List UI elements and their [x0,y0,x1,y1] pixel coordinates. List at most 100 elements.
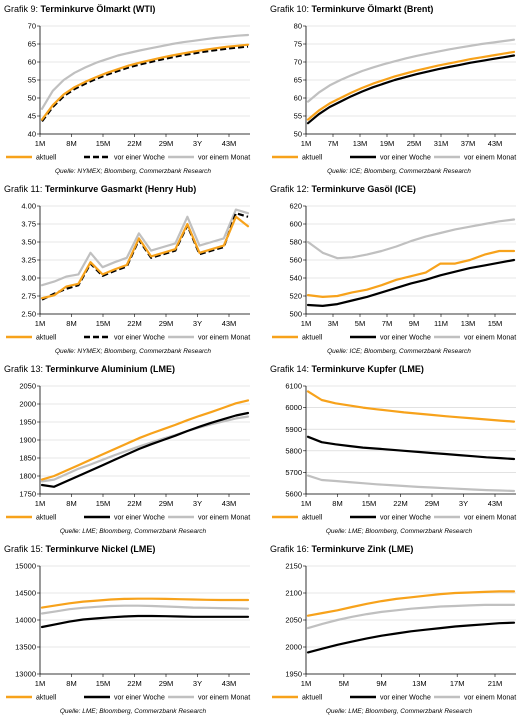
x-tick-label: 15M [96,319,111,328]
series-line-woche [306,258,516,308]
y-tick-label: 620 [289,202,302,211]
series-line-monat [306,603,516,630]
x-tick-label: 8M [332,499,342,508]
y-tick-label: 6000 [285,403,302,412]
chart-title: Grafik 11: Terminkurve Gasmarkt (Henry H… [4,184,196,194]
series-line-woche [306,54,516,125]
series-line-monat [40,415,250,483]
series-line-monat [306,38,516,103]
x-tick-label: 15M [362,499,377,508]
series-line-monat [40,604,250,615]
x-tick-label: 21M [488,679,503,688]
x-tick-label: 8M [66,139,76,148]
y-tick-label: 40 [28,130,36,139]
chart-source: Quelle: ICE; Bloomberg, Commerzbank Rese… [327,168,471,175]
y-tick-label: 3.00 [21,274,36,283]
legend-label-aktuell: aktuell [36,515,57,522]
y-tick-label: 2100 [285,589,302,598]
chart-title-text: Terminkurve Zink (LME) [311,544,414,554]
chart-svg: 2.50 2.75 3.00 3.25 3.50 3.75 4.00 1M 8M 15M 22M 29… [6,202,250,342]
y-tick-label: 520 [289,292,302,301]
x-tick-label: 1M [35,499,45,508]
x-tick-label: 29M [425,499,440,508]
x-tick-label: 15M [96,679,111,688]
legend-label-woche: vor einer Woche [114,155,165,162]
chart-panel-7: Grafik 15: Terminkurve Nickel (LME) 13000… [0,540,266,718]
chart-panel-8: Grafik 16: Terminkurve Zink (LME) 1950 200… [266,540,532,718]
x-tick-label: 13M [461,319,476,328]
chart-svg: 50 55 60 65 70 75 80 1M 7M 13M 19M 25M 31M 37M 43M aktu… [272,22,516,162]
y-tick-label: 1750 [19,490,36,499]
x-tick-label: 8M [66,499,76,508]
legend-label-monat: vor einem Monat [464,695,516,702]
chart-title-text: Terminkurve Aluminium (LME) [45,364,176,374]
chart-title-text: Terminkurve Kupfer (LME) [311,364,424,374]
series-line-woche [306,621,516,654]
legend-label-aktuell: aktuell [302,515,323,522]
x-tick-label: 5M [355,319,365,328]
legend-label-monat: vor einem Monat [464,335,516,342]
legend-label-woche: vor einer Woche [380,155,431,162]
y-tick-label: 3.50 [21,238,36,247]
y-tick-label: 80 [294,22,302,31]
x-tick-label: 3Y [193,679,202,688]
chart-svg: 13000 13500 14000 14500 15000 1M 8M 15M 22M 29M 3Y… [6,562,250,702]
y-tick-label: 70 [28,22,36,31]
x-tick-label: 3Y [193,499,202,508]
legend-label-monat: vor einem Monat [198,155,250,162]
legend-label-aktuell: aktuell [302,695,323,702]
chart-source: Quelle: NYMEX; Bloomberg, Commerzbank Re… [54,348,212,355]
x-tick-label: 17M [450,679,465,688]
chart-source: Quelle: NYMEX; Bloomberg, Commerzbank Re… [54,168,212,175]
chart-title-text: Terminkurve Gasmarkt (Henry Hub) [44,184,197,194]
y-tick-label: 55 [28,76,36,85]
x-tick-label: 43M [222,499,237,508]
series-line-aktuell [40,215,250,300]
y-tick-label: 2000 [19,400,36,409]
x-tick-label: 13M [353,139,368,148]
chart-title: Grafik 10: Terminkurve Ölmarkt (Brent) [270,4,433,14]
chart-number: Grafik 9: [4,4,41,14]
series-line-monat [306,218,516,260]
y-tick-label: 540 [289,274,302,283]
x-tick-label: 1M [35,679,45,688]
series-line-monat [40,33,250,110]
chart-svg: 5600 5700 5800 5900 6000 6100 1M 8M 15M 22M 29M 3Y 4… [272,382,516,522]
chart-title-text: Terminkurve Gasöl (ICE) [311,184,416,194]
series-line-woche [41,45,249,123]
series-line-aktuell [306,50,516,121]
x-tick-label: 43M [488,499,503,508]
chart-panel-1: Grafik 9: Terminkurve Ölmarkt (WTI) 40 45 5… [0,0,266,178]
y-tick-label: 5600 [285,490,302,499]
x-tick-label: 29M [159,319,174,328]
y-tick-label: 1850 [19,454,36,463]
y-tick-label: 13000 [15,670,36,679]
chart-panel-4: Grafik 12: Terminkurve Gasöl (ICE) 500 520… [266,180,532,358]
chart-title: Grafik 12: Terminkurve Gasöl (ICE) [270,184,416,194]
chart-title: Grafik 16: Terminkurve Zink (LME) [270,544,413,554]
x-tick-label: 13M [412,679,427,688]
chart-svg: 40 45 50 55 60 65 70 1M 8M 15M 22M 29M 3Y 43M aktuell v… [6,22,250,162]
x-tick-label: 29M [159,499,174,508]
chart-source: Quelle: LME; Bloomberg, Commerzbank Rese… [59,708,207,715]
chart-title: Grafik 9: Terminkurve Ölmarkt (WTI) [4,4,155,14]
x-tick-label: 15M [488,319,503,328]
legend-label-woche: vor einer Woche [380,515,431,522]
chart-number: Grafik 14: [270,364,312,374]
chart-source: Quelle: LME; Bloomberg, Commerzbank Rese… [59,528,207,535]
x-tick-label: 1M [301,499,311,508]
y-tick-label: 2.75 [21,292,36,301]
x-tick-label: 43M [488,139,503,148]
legend-label-monat: vor einem Monat [198,335,250,342]
y-tick-label: 15000 [15,562,36,571]
x-tick-label: 43M [222,679,237,688]
chart-title-text: Terminkurve Ölmarkt (Brent) [311,4,434,14]
x-tick-label: 22M [127,319,142,328]
x-tick-label: 15M [96,499,111,508]
y-tick-label: 14000 [15,616,36,625]
y-tick-label: 1900 [19,436,36,445]
y-tick-label: 4.00 [21,202,36,211]
chart-number: Grafik 11: [4,184,45,194]
x-tick-label: 3Y [193,319,202,328]
chart-number: Grafik 12: [270,184,312,194]
